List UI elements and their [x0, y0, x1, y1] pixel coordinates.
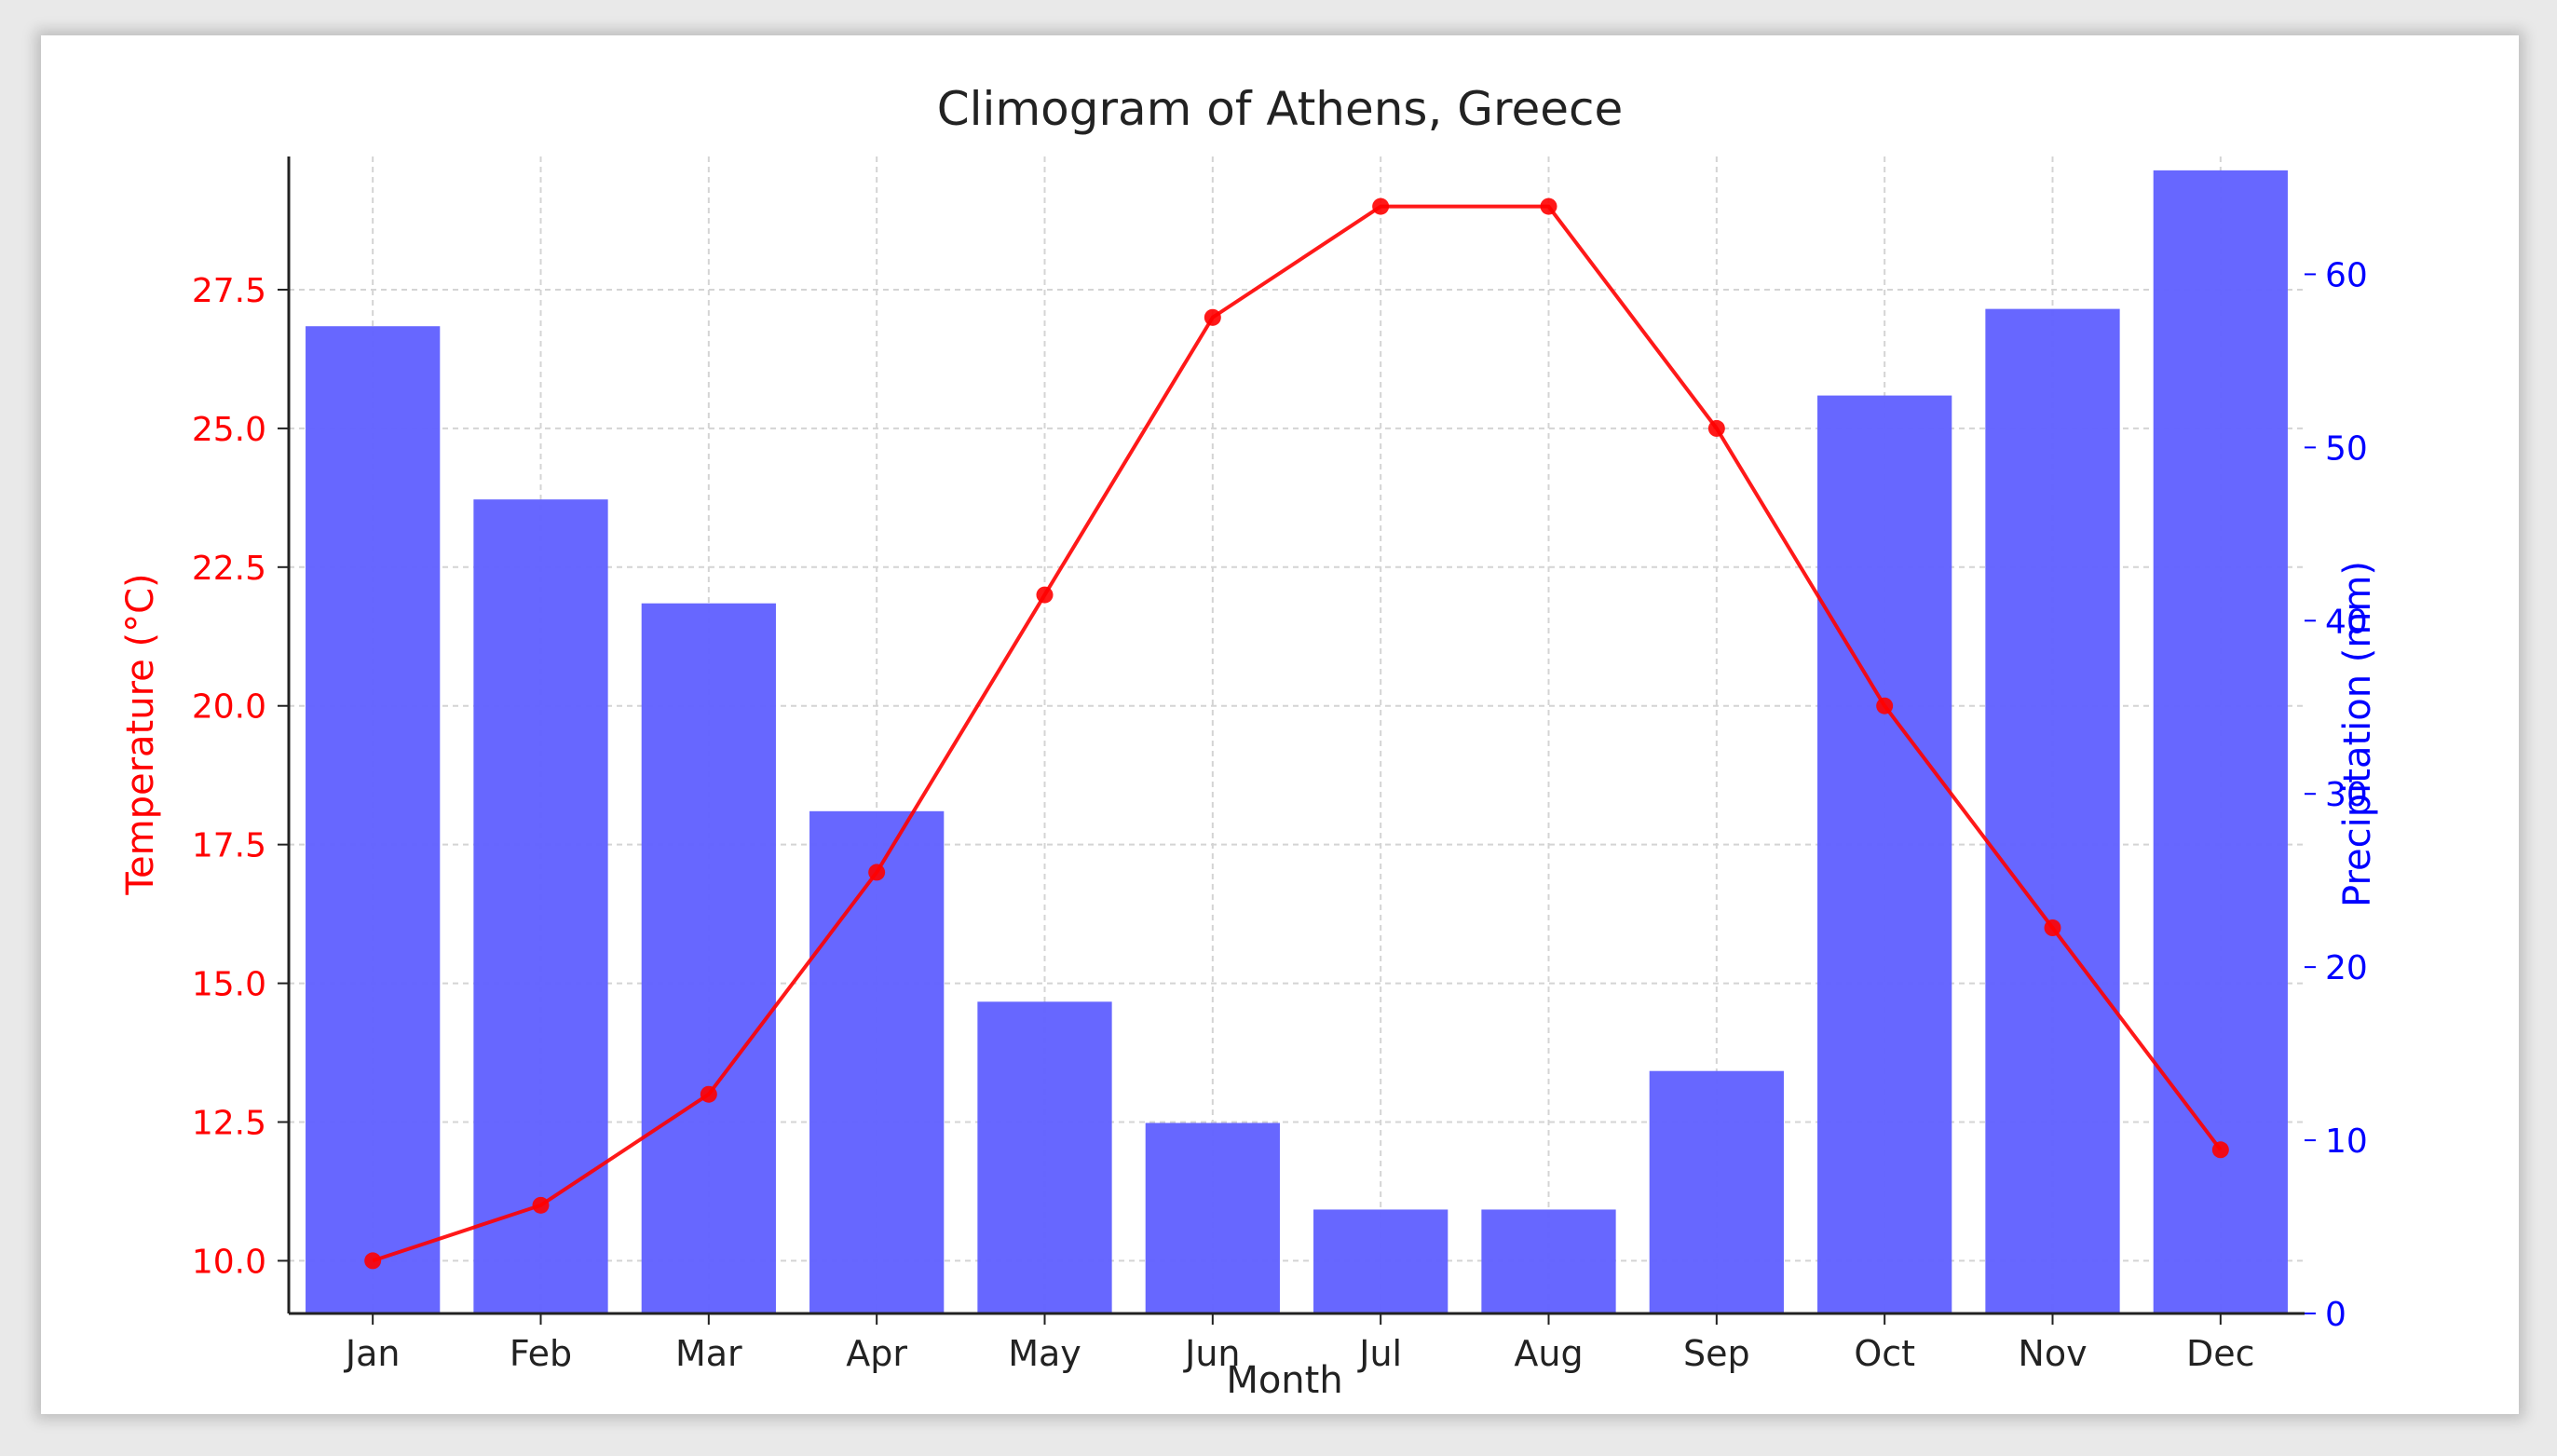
- right-tick-label: 30: [2325, 776, 2368, 814]
- precipitation-bar: [641, 603, 776, 1313]
- temperature-point: [868, 864, 886, 881]
- x-tick-label: Jun: [1183, 1333, 1240, 1374]
- precipitation-bar: [1817, 395, 1952, 1314]
- right-tick-label: 10: [2325, 1123, 2368, 1161]
- temperature-line: [364, 197, 2229, 1270]
- chart-frame: 10.0 12.5 15.0 17.5 20.0 22.5 25.0 27.5 0 10 20 30 4…: [41, 35, 2519, 1414]
- x-tick-label: Jan: [344, 1333, 401, 1374]
- precipitation-bar: [306, 326, 441, 1313]
- temperature-point: [1204, 308, 1221, 326]
- precipitation-bar: [1985, 308, 2120, 1314]
- precipitation-bar: [977, 1001, 1112, 1313]
- temperature-point: [532, 1196, 550, 1214]
- precipitation-bar: [1649, 1070, 1784, 1313]
- temperature-point: [364, 1252, 382, 1270]
- x-tick-label: Apr: [846, 1333, 907, 1374]
- temperature-point: [2211, 1141, 2229, 1159]
- grid: [289, 156, 2305, 1313]
- left-axis-label: Temperature (°C): [119, 573, 162, 895]
- climogram-chart: 10.0 12.5 15.0 17.5 20.0 22.5 25.0 27.5 0 10 20 30 4…: [119, 82, 2379, 1402]
- temperature-series-line: [372, 204, 2223, 1263]
- chart-title: Climogram of Athens, Greece: [937, 82, 1624, 136]
- right-axis-label: Precipitation (mm): [2336, 561, 2379, 907]
- precipitation-bar: [809, 810, 945, 1313]
- precipitation-bar: [473, 499, 608, 1313]
- right-tick-label: 40: [2325, 603, 2368, 641]
- x-tick-label: Sep: [1683, 1333, 1750, 1374]
- temperature-point: [1876, 697, 1894, 714]
- temperature-point: [2044, 919, 2061, 936]
- left-tick-label: 27.5: [192, 272, 266, 310]
- x-tick-label: Nov: [2018, 1333, 2087, 1374]
- left-tick-label: 17.5: [192, 827, 266, 865]
- x-tick-label: Jul: [1357, 1333, 1402, 1374]
- right-tick-label: 0: [2325, 1296, 2346, 1334]
- temperature-point: [1707, 419, 1725, 437]
- precipitation-bars: [306, 170, 2288, 1314]
- x-tick-label: Aug: [1514, 1333, 1583, 1374]
- left-tick-label: 10.0: [192, 1243, 266, 1281]
- x-tick-label: Oct: [1854, 1333, 1915, 1374]
- x-tick-label: Mar: [675, 1333, 742, 1374]
- precipitation-bar: [1145, 1123, 1280, 1313]
- x-tick-label: Dec: [2186, 1333, 2255, 1374]
- left-tick-label: 25.0: [192, 411, 266, 449]
- left-tick-label: 20.0: [192, 688, 266, 727]
- temperature-point: [1036, 586, 1054, 604]
- axes: 10.0 12.5 15.0 17.5 20.0 22.5 25.0 27.5 0 10 20 30 4…: [192, 156, 2368, 1374]
- right-tick-label: 50: [2325, 429, 2368, 468]
- right-tick-label: 60: [2325, 256, 2368, 294]
- x-axis-label: Month: [1226, 1359, 1342, 1402]
- temperature-point: [1540, 197, 1557, 215]
- x-tick-label: May: [1008, 1333, 1081, 1374]
- left-tick-label: 15.0: [192, 966, 266, 1004]
- left-tick-label: 12.5: [192, 1104, 266, 1142]
- left-tick-label: 22.5: [192, 550, 266, 588]
- precipitation-bar: [2153, 170, 2288, 1313]
- precipitation-bar: [1481, 1209, 1616, 1313]
- temperature-point: [700, 1085, 717, 1103]
- precipitation-bar: [1313, 1209, 1449, 1313]
- temperature-point: [1372, 197, 1390, 215]
- x-tick-label: Feb: [510, 1333, 572, 1374]
- right-tick-label: 20: [2325, 949, 2368, 987]
